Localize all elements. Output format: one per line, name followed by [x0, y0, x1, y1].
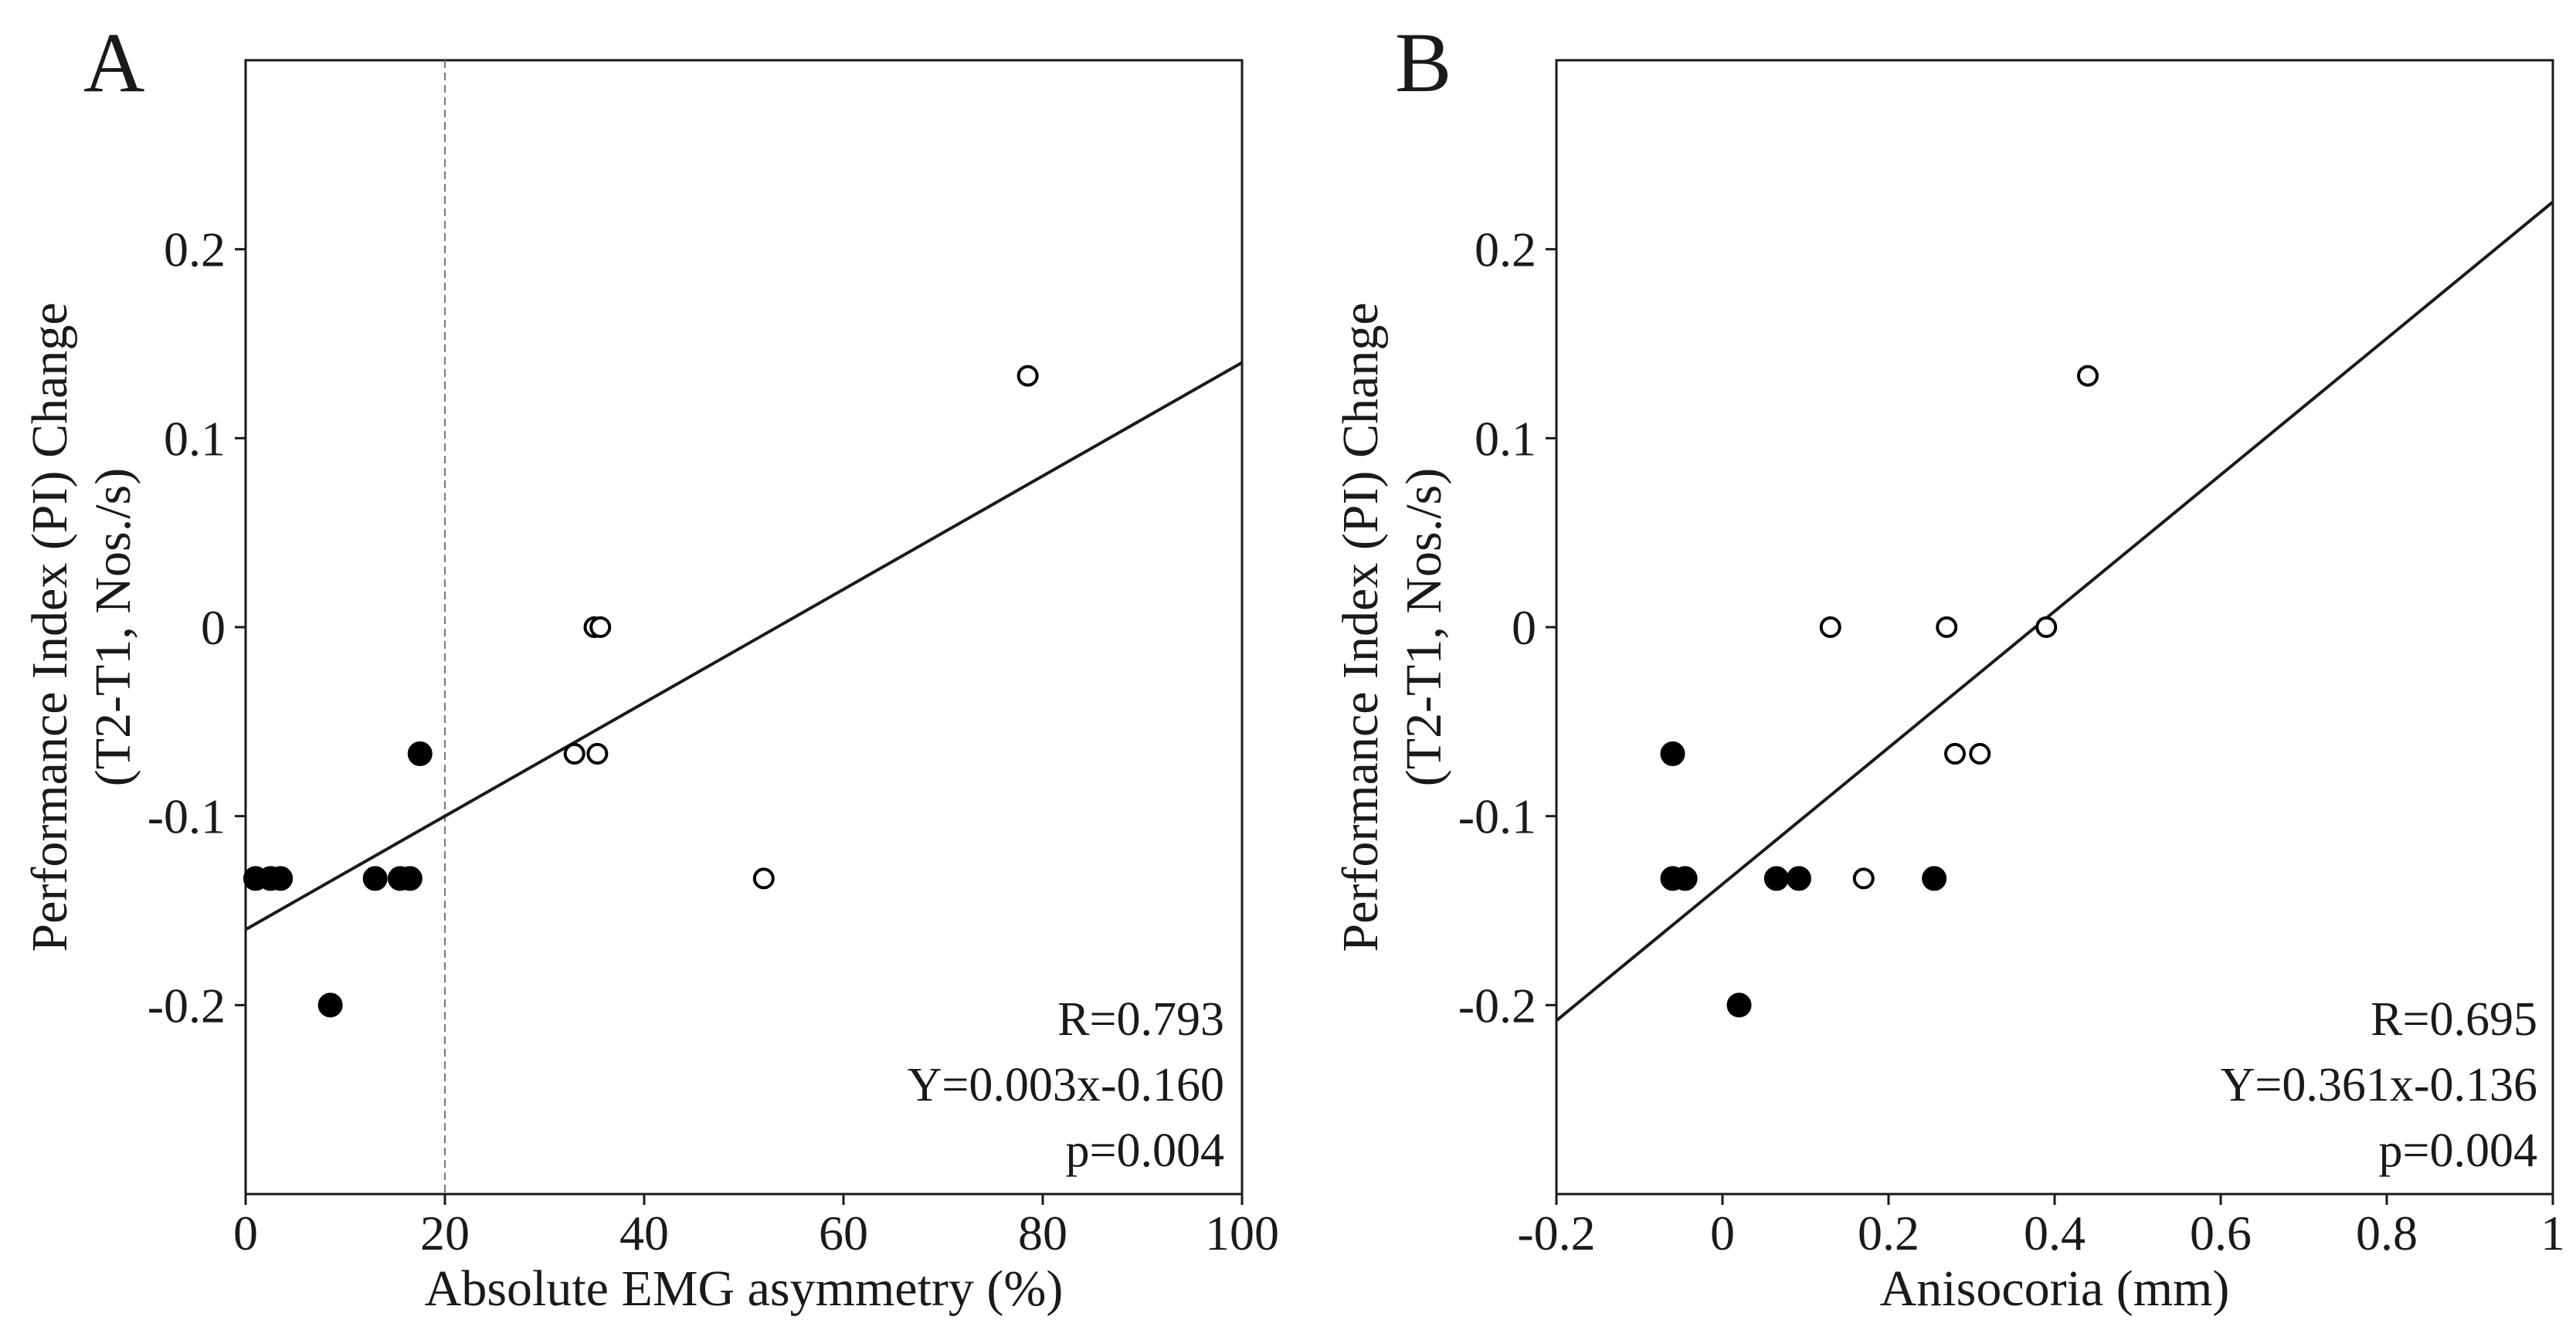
y-axis-label-line2-a: (T2-T1, Nos./s)	[85, 468, 141, 786]
stat-r-b: R=0.695	[2371, 993, 2537, 1046]
y-tick-label-b: 0.2	[1475, 222, 1536, 277]
y-axis-label-line1-a: Performance Index (PI) Change	[22, 302, 78, 952]
open-point-a	[1016, 365, 1039, 387]
y-tick-label-b: 0.1	[1475, 411, 1536, 466]
stat-p-a: p=0.004	[1066, 1125, 1224, 1177]
open-point-b	[1852, 867, 1875, 890]
stat-equation-a: Y=0.003x-0.160	[908, 1059, 1224, 1111]
x-tick-label-a: 80	[1018, 1206, 1067, 1260]
filled-point-a	[268, 866, 294, 891]
x-tick-label-a: 60	[819, 1206, 868, 1260]
x-tick-label-b: 0.2	[1858, 1206, 1919, 1260]
x-tick-label-b: -0.2	[1517, 1206, 1595, 1260]
filled-point-b	[1786, 866, 1811, 891]
plot-area-a: 0 20 40 60 80 100 -0.2 -0.1 0 0.1 0.2	[148, 60, 1279, 1260]
panel-a: A 0 20 40 60 80 100 -0.2 -0.1 0 0.1 0.2 Performanc…	[22, 15, 1279, 1317]
x-tick-label-a: 100	[1205, 1206, 1279, 1260]
y-tick-label-a: -0.2	[148, 978, 226, 1033]
y-tick-label-a: 0.1	[164, 411, 226, 466]
stat-p-b: p=0.004	[2379, 1125, 2537, 1177]
open-point-b	[1969, 742, 1991, 765]
open-point-b	[2035, 616, 2058, 638]
x-tick-label-b: 0.4	[2024, 1206, 2086, 1260]
y-tick-label-a: 0.2	[164, 222, 226, 277]
x-tick-label-a: 20	[420, 1206, 470, 1260]
filled-point-b	[1672, 866, 1698, 891]
filled-point-a	[407, 741, 433, 766]
filled-point-a	[397, 866, 423, 891]
stat-r-a: R=0.793	[1057, 993, 1224, 1046]
stat-equation-b: Y=0.361x-0.136	[2221, 1059, 2537, 1111]
x-axis-label-b: Anisocoria (mm)	[1880, 1260, 2230, 1317]
open-point-b	[2077, 365, 2099, 387]
open-point-a	[589, 616, 612, 638]
filled-point-b	[1660, 741, 1685, 766]
open-point-a	[752, 867, 775, 890]
open-point-a	[586, 742, 609, 765]
x-tick-label-b: 0.6	[2190, 1206, 2252, 1260]
filled-point-b	[1763, 866, 1789, 891]
y-tick-label-a: -0.1	[148, 789, 226, 844]
filled-point-a	[362, 866, 388, 891]
panel-label-a: A	[83, 15, 144, 110]
y-tick-label-b: -0.2	[1458, 978, 1536, 1033]
y-tick-label-a: 0	[201, 600, 226, 655]
x-tick-label-a: 40	[619, 1206, 669, 1260]
open-point-b	[1944, 742, 1966, 765]
x-tick-label-b: 0	[1710, 1206, 1735, 1260]
filled-point-a	[317, 992, 343, 1018]
open-point-b	[1936, 616, 1958, 638]
y-axis-label-line1-b: Performance Index (PI) Change	[1332, 302, 1389, 952]
open-point-a	[563, 742, 585, 765]
open-point-b	[1819, 616, 1841, 638]
y-axis-label-line2-b: (T2-T1, Nos./s)	[1396, 468, 1452, 786]
x-tick-label-b: 1	[2540, 1206, 2565, 1260]
panel-label-b: B	[1395, 15, 1451, 110]
x-axis-label-a: Absolute EMG asymmetry (%)	[425, 1260, 1064, 1317]
x-tick-label-a: 0	[233, 1206, 258, 1260]
y-tick-label-b: -0.1	[1458, 789, 1536, 844]
panel-b: B -0.2 0 0.2 0.4 0.6 0.8 1 -0.2 -0.1 0 0.1 0.2 Perf…	[1332, 15, 2565, 1317]
regression-line-b	[1555, 200, 2554, 1022]
plot-area-b: -0.2 0 0.2 0.4 0.6 0.8 1 -0.2 -0.1 0 0.1 0.2	[1458, 200, 2565, 1260]
y-tick-label-b: 0	[1512, 600, 1536, 655]
x-tick-label-b: 0.8	[2356, 1206, 2418, 1260]
regression-line-a	[245, 361, 1243, 931]
filled-point-b	[1726, 992, 1752, 1018]
filled-point-b	[1922, 866, 1947, 891]
